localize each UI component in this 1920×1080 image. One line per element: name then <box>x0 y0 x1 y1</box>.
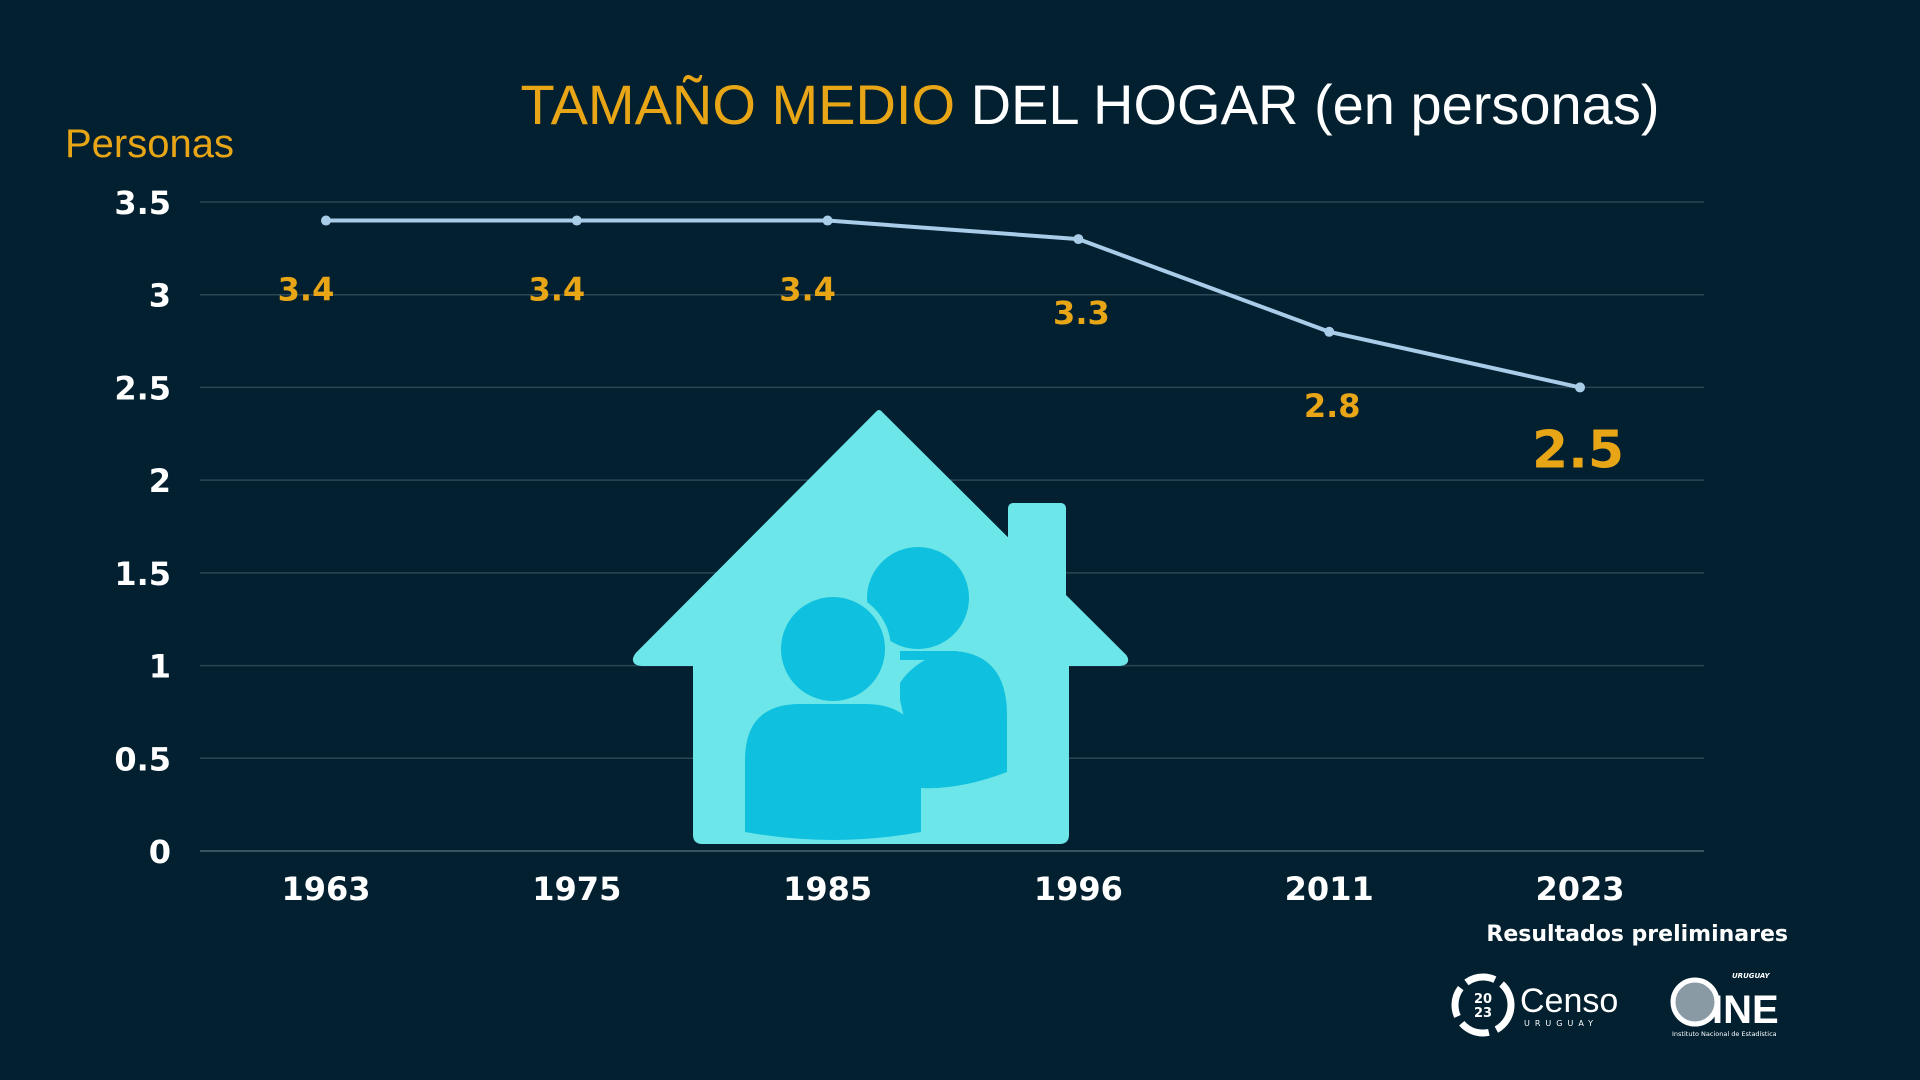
x-tick-label: 1996 <box>1034 870 1123 908</box>
data-point <box>1324 326 1335 337</box>
y-tick-label: 2.5 <box>114 369 171 407</box>
house-family-icon <box>632 410 1129 844</box>
title-highlight: TAMAÑO MEDIO <box>520 73 956 136</box>
chart-title: TAMAÑO MEDIO DEL HOGAR (en personas) <box>0 72 1920 137</box>
ine-sub: Instituto Nacional de Estadística <box>1672 1030 1777 1038</box>
y-tick-label: 0 <box>149 833 171 871</box>
censo-year: 20 <box>1474 992 1492 1007</box>
x-tick-label: 1975 <box>532 870 621 908</box>
x-tick-label: 2011 <box>1285 870 1374 908</box>
data-point <box>822 215 833 226</box>
data-label: 3.4 <box>278 271 335 309</box>
y-tick-label: 0.5 <box>114 740 171 778</box>
data-point <box>321 215 331 226</box>
title-main: DEL HOGAR <box>970 73 1299 136</box>
footer-note: Resultados preliminares <box>1486 922 1788 947</box>
title-units: (en personas) <box>1313 73 1660 136</box>
x-tick-label: 1963 <box>281 870 370 908</box>
data-point <box>571 215 582 226</box>
censo-logo: 20 23 Censo URUGUAY <box>1451 973 1618 1037</box>
data-label: 3.3 <box>1053 294 1110 332</box>
y-tick-label: 3 <box>149 277 171 315</box>
data-label: 2.5 <box>1532 420 1624 480</box>
ine-logo: INE URUGUAY Instituto Nacional de Estadí… <box>1670 972 1779 1038</box>
censo-sub: URUGUAY <box>1524 1019 1598 1028</box>
y-tick-label: 1.5 <box>114 555 171 593</box>
data-point <box>1575 382 1585 393</box>
y-axis-label: Personas <box>65 122 234 166</box>
series-line <box>326 218 1581 390</box>
logos: 20 23 Censo URUGUAY INE URUGUAY Institut… <box>1451 972 1779 1038</box>
ine-name: INE <box>1712 988 1779 1032</box>
data-point <box>1073 234 1084 245</box>
data-label: 3.4 <box>528 271 585 309</box>
y-tick-label: 2 <box>149 462 171 500</box>
censo-year-2: 23 <box>1474 1006 1492 1021</box>
y-tick-label: 3.5 <box>114 184 171 222</box>
x-tick-label: 2023 <box>1535 870 1624 908</box>
x-tick-label: 1985 <box>783 870 872 908</box>
y-tick-label: 1 <box>149 648 171 686</box>
ine-top: URUGUAY <box>1732 972 1770 980</box>
data-label: 2.8 <box>1304 387 1361 425</box>
data-label: 3.4 <box>779 271 836 309</box>
censo-name: Censo <box>1520 982 1618 1020</box>
